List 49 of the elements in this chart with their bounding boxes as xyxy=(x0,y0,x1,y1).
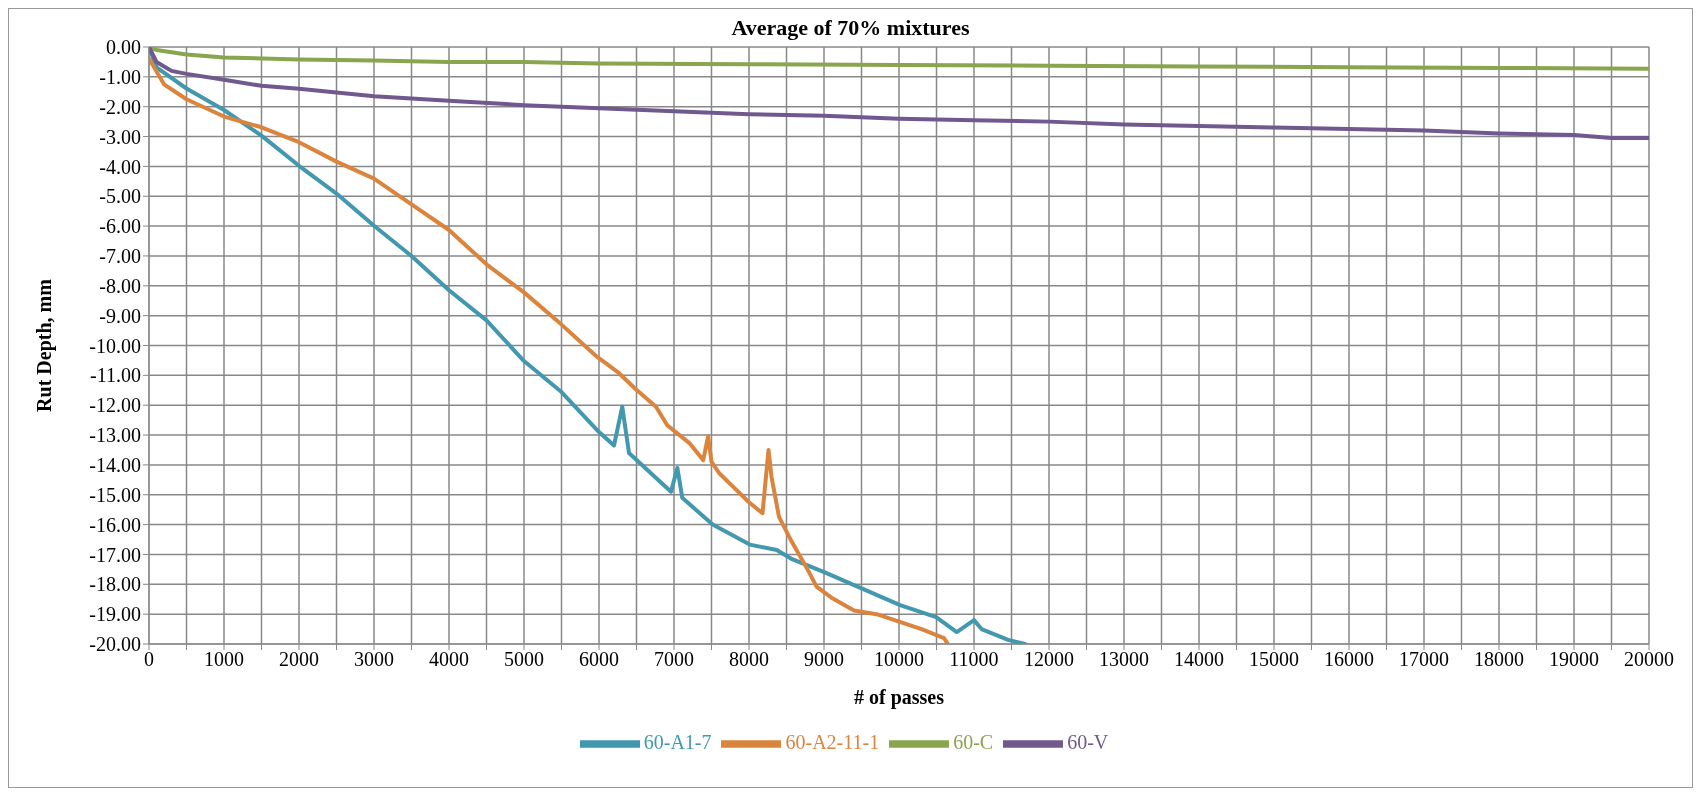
y-axis-title: Rut Depth, mm xyxy=(33,278,57,412)
y-tick-label: -19.00 xyxy=(89,603,141,626)
y-tick-label: -3.00 xyxy=(99,125,141,148)
y-tick-label: -5.00 xyxy=(99,185,141,208)
x-tick-label: 18000 xyxy=(1474,648,1524,671)
x-tick-label: 12000 xyxy=(1024,648,1074,671)
x-tick-label: 6000 xyxy=(579,648,619,671)
y-tick-label: -1.00 xyxy=(99,65,141,88)
y-tick-label: -18.00 xyxy=(89,573,141,596)
x-tick-label: 11000 xyxy=(949,648,999,671)
y-tick-label: -14.00 xyxy=(89,454,141,476)
x-tick-label: 20000 xyxy=(1624,648,1674,671)
y-tick-label: -20.00 xyxy=(89,633,141,656)
x-tick-label: 14000 xyxy=(1174,648,1224,671)
y-tick-label: -13.00 xyxy=(89,424,141,447)
y-tick-label: -17.00 xyxy=(89,543,141,566)
x-axis-title: # of passes xyxy=(853,686,945,709)
x-tick-label: 16000 xyxy=(1324,648,1374,671)
y-tick-label: -12.00 xyxy=(89,394,141,417)
y-tick-label: -8.00 xyxy=(99,274,141,297)
y-tick-label: -16.00 xyxy=(89,513,141,536)
y-tick-label: -11.00 xyxy=(90,364,141,387)
y-tick-label: -9.00 xyxy=(99,304,141,327)
x-tick-label: 7000 xyxy=(654,648,694,671)
y-tick-label: 0.00 xyxy=(106,36,141,59)
legend-label: 60-C xyxy=(953,730,994,753)
x-tick-label: 5000 xyxy=(504,648,544,671)
y-tick-label: -10.00 xyxy=(89,334,141,357)
x-tick-label: 4000 xyxy=(429,648,469,671)
x-tick-label: 9000 xyxy=(804,648,844,671)
x-tick-label: 13000 xyxy=(1099,648,1149,671)
x-tick-label: 19000 xyxy=(1549,648,1599,671)
x-tick-label: 8000 xyxy=(729,648,769,671)
y-tick-label: -6.00 xyxy=(99,215,141,238)
legend-label: 60-A1-7 xyxy=(643,730,712,753)
chart-title: Average of 70% mixtures xyxy=(731,15,970,40)
legend-label: 60-V xyxy=(1067,730,1109,753)
y-tick-label: -2.00 xyxy=(99,95,141,118)
x-tick-label: 15000 xyxy=(1249,648,1299,671)
legend-label: 60-A2-11-1 xyxy=(785,730,880,753)
x-tick-label: 10000 xyxy=(874,648,924,671)
x-tick-label: 3000 xyxy=(354,648,394,671)
y-tick-label: -4.00 xyxy=(99,155,141,178)
x-tick-label: 1000 xyxy=(204,648,244,671)
x-tick-label: 17000 xyxy=(1399,648,1449,671)
y-tick-label: -15.00 xyxy=(89,483,141,506)
x-tick-label: 2000 xyxy=(279,648,319,671)
x-tick-label: 0 xyxy=(144,648,154,671)
y-tick-label: -7.00 xyxy=(99,245,141,268)
